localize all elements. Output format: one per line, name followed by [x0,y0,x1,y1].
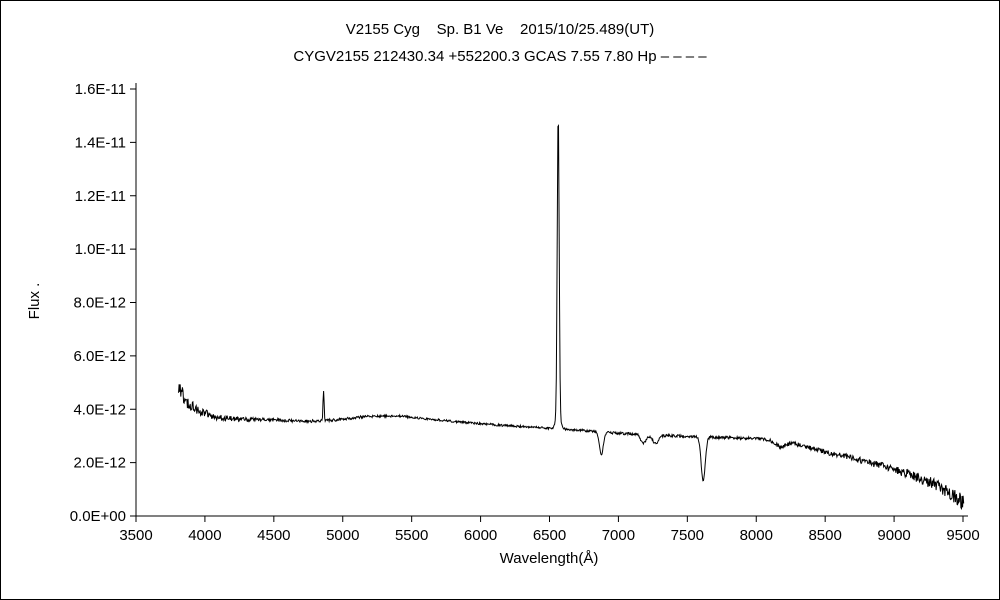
y-tick-label: 0.0E+00 [70,508,126,525]
chart-title: V2155 Cyg Sp. B1 Ve 2015/10/25.489(UT) [345,21,655,38]
x-tick-label: 5500 [395,527,428,544]
x-tick-label: 8000 [740,527,773,544]
x-tick-label: 7500 [671,527,704,544]
x-tick-label: 6000 [464,527,497,544]
spectrum-line [177,123,965,511]
y-tick-label: 1.4E-11 [75,134,126,151]
x-tick-label: 4500 [257,527,290,544]
x-tick-label: 4000 [188,527,221,544]
chart-subtitle: CYGV2155 212430.34 +552200.3 GCAS 7.55 7… [293,48,707,65]
x-tick-label: 6500 [533,527,566,544]
y-tick-label: 2.0E-12 [73,455,126,472]
x-tick-label: 9500 [946,527,979,544]
y-axis-label: Flux . [26,283,43,320]
x-axis-label: Wavelength(Å) [500,550,599,567]
x-tick-label: 3500 [119,527,152,544]
x-tick-label: 9000 [877,527,910,544]
y-tick-label: 1.2E-11 [75,188,126,205]
y-tick-label: 1.6E-11 [75,81,126,98]
y-tick-label: 4.0E-12 [73,401,126,418]
y-tick-label: 1.0E-11 [75,241,126,258]
x-tick-label: 8500 [808,527,841,544]
x-tick-label: 5000 [326,527,359,544]
y-tick-label: 8.0E-12 [73,295,126,312]
axes: 3500 4000 4500 5000 5500 6000 6500 7000 7500 8000… [70,81,980,544]
y-tick-label: 6.0E-12 [73,348,126,365]
x-tick-label: 7000 [602,527,635,544]
